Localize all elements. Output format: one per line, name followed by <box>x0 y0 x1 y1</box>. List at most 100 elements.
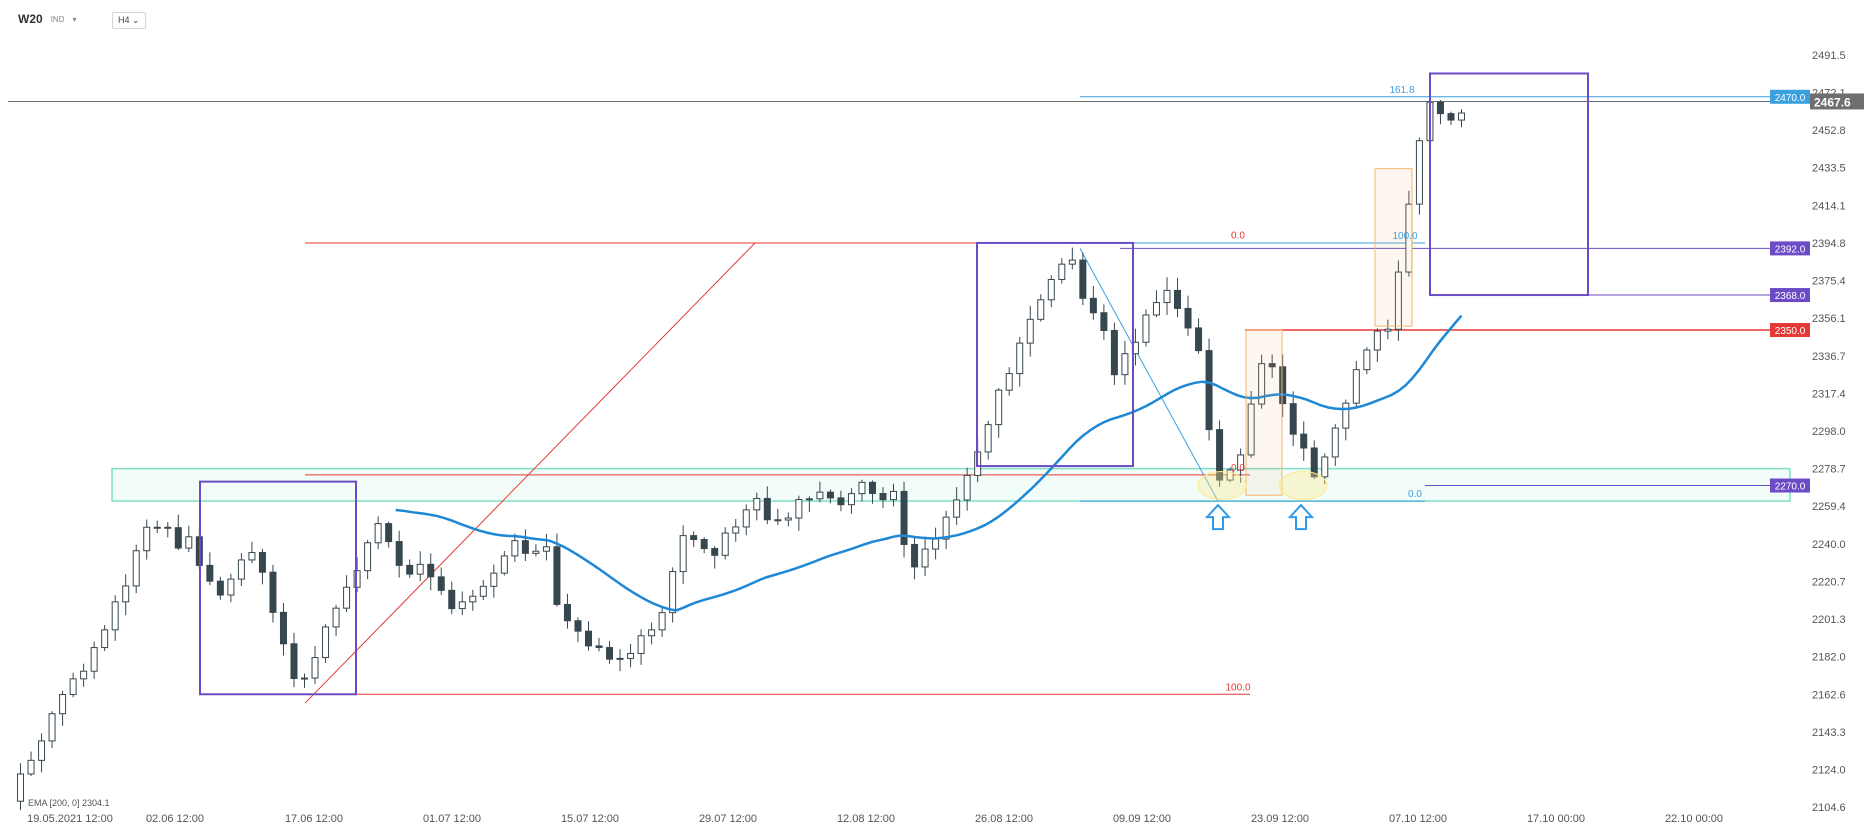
price-tag[interactable]: 2470.0 <box>1770 89 1810 104</box>
candle-body <box>437 576 445 591</box>
candle <box>1016 336 1024 387</box>
candle <box>1152 290 1160 318</box>
candle-body <box>122 585 130 603</box>
range-box-october[interactable] <box>1429 72 1589 297</box>
fib2-trend-line[interactable] <box>1079 248 1219 502</box>
candle <box>185 525 193 553</box>
candle-body <box>1089 297 1097 314</box>
candle <box>1047 275 1055 308</box>
y-tick-label: 2433.5 <box>1812 163 1846 175</box>
candle-body <box>805 498 813 501</box>
candle-body <box>1352 369 1360 404</box>
candle-body <box>343 586 351 609</box>
candle-body <box>101 629 109 649</box>
candle <box>932 527 940 560</box>
candle <box>879 487 887 508</box>
candle-body <box>1005 373 1013 391</box>
candle <box>1373 328 1381 362</box>
candle <box>963 467 971 511</box>
candle-body <box>616 657 624 660</box>
candle-body <box>301 677 309 680</box>
timeframe-select[interactable]: H4 ⌄ <box>112 12 146 29</box>
price-tag[interactable]: 2270.0 <box>1770 478 1810 493</box>
candle-body <box>164 526 172 529</box>
candle <box>1352 360 1360 409</box>
candle <box>374 516 382 550</box>
x-tick-label: 12.08 12:00 <box>837 813 895 825</box>
candle-body <box>774 519 782 522</box>
candle <box>1331 424 1339 466</box>
candle <box>1258 354 1266 409</box>
y-tick-label: 2394.8 <box>1812 238 1846 250</box>
candle <box>1005 367 1013 396</box>
candle-body <box>185 536 193 549</box>
candle <box>17 763 25 811</box>
candle <box>1068 247 1076 270</box>
pattern-box-1[interactable] <box>1245 329 1283 496</box>
range-box-june[interactable] <box>199 480 357 696</box>
candle <box>427 553 435 591</box>
candle <box>669 567 677 623</box>
y-tick-label: 2240.0 <box>1812 539 1846 551</box>
candle-body <box>80 670 88 680</box>
candle-body <box>753 497 761 511</box>
candle <box>721 527 729 560</box>
candle <box>553 533 561 607</box>
candle <box>343 575 351 613</box>
candle-body <box>595 645 603 649</box>
candle-body <box>364 542 372 572</box>
candle <box>1184 295 1192 336</box>
candle-body <box>532 550 540 554</box>
price-tag-label: 2470.0 <box>1775 93 1806 104</box>
candle-body <box>742 509 750 528</box>
price-tag-label: 2350.0 <box>1775 326 1806 337</box>
fib-trend-line[interactable] <box>304 242 756 704</box>
candle <box>690 531 698 548</box>
candle-body <box>1174 289 1182 309</box>
candle <box>437 567 445 596</box>
fib-label: 0.0 <box>1231 231 1245 242</box>
candle-body <box>690 535 698 541</box>
y-tick-label: 2356.1 <box>1812 313 1846 325</box>
price-tag[interactable]: 2368.0 <box>1770 288 1810 303</box>
candle <box>995 387 1003 438</box>
candle-body <box>143 526 151 552</box>
candle-body <box>984 424 992 453</box>
candle-body <box>1216 429 1224 481</box>
candle <box>763 486 771 525</box>
price-tag-label: 2270.0 <box>1775 482 1806 493</box>
candle-body <box>1268 363 1276 368</box>
price-tag-label: 2368.0 <box>1775 291 1806 302</box>
price-tag[interactable]: 2350.0 <box>1770 323 1810 338</box>
candle-body <box>500 555 508 574</box>
symbol-dropdown-icon[interactable]: ▾ <box>72 14 77 24</box>
candle <box>574 617 582 643</box>
candle <box>469 589 477 611</box>
x-tick-label: 17.10 00:00 <box>1527 813 1585 825</box>
range-box-august[interactable] <box>976 241 1134 468</box>
candle-body <box>679 535 687 573</box>
candle-body <box>963 474 971 501</box>
fib-label: 161.8 <box>1389 85 1414 96</box>
pattern-box-2[interactable] <box>1374 168 1413 327</box>
candle <box>742 504 750 536</box>
candle-body <box>1026 318 1034 344</box>
x-tick-label: 22.10 00:00 <box>1665 813 1723 825</box>
y-tick-label: 2452.8 <box>1812 125 1846 137</box>
candle-body <box>879 493 887 501</box>
candle <box>448 581 456 615</box>
symbol-name[interactable]: W20 <box>18 12 43 26</box>
candle-body <box>27 759 35 775</box>
candle-body <box>763 497 771 521</box>
candle <box>48 711 56 748</box>
candle-body <box>448 589 456 610</box>
price-tag[interactable]: 2392.0 <box>1770 241 1810 256</box>
x-tick-label: 02.06 12:00 <box>146 813 204 825</box>
candle-body <box>1363 349 1371 371</box>
candle <box>858 479 866 502</box>
last-price-tag[interactable]: 2467.6 <box>1810 93 1864 110</box>
candle <box>385 521 393 548</box>
candle-body <box>1100 312 1108 331</box>
candle <box>890 483 898 507</box>
